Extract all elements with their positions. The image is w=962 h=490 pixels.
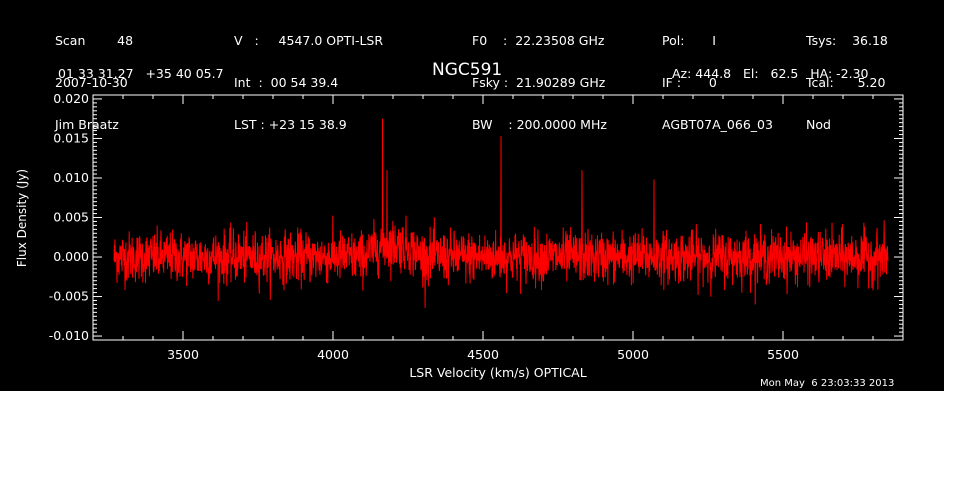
x-axis-label: LSR Velocity (km/s) OPTICAL [409, 365, 586, 380]
x-tick-label: 4000 [317, 347, 349, 362]
plot-panel: Scan 48 2007-10-30 Jim Braatz V : 4547.0… [0, 0, 944, 391]
header-velocity: V : 4547.0 OPTI-LSR [234, 33, 384, 48]
header-observer: Jim Braatz [55, 117, 119, 132]
header-azel: Az: 444.8 El: 62.5 HA: -2.30 [672, 66, 869, 81]
header-lst: LST : +23 15 38.9 [234, 117, 347, 132]
y-tick-label: -0.010 [49, 328, 89, 343]
header-col-tsys: Tsys: 36.18 Tcal: 5.20 Nod [806, 6, 888, 160]
y-tick-label: -0.005 [49, 289, 89, 304]
axes-layer: 3500 4000 4500 5000 5500 -0.010 -0.005 0.000 0.0… [49, 91, 904, 362]
y-tick-label: 0.015 [53, 130, 89, 145]
header-int: Int : 00 54 39.4 [234, 75, 339, 90]
header-col-velocity: V : 4547.0 OPTI-LSR Int : 00 54 39.4 LST… [234, 6, 383, 160]
y-tick-label: 0.000 [53, 249, 89, 264]
header-tcal: Tcal: 5.20 [806, 75, 886, 90]
header-f0: F0 : 22.23508 GHz [472, 33, 605, 48]
header-tsys: Tsys: 36.18 [806, 33, 888, 48]
y-tick-label: 0.020 [53, 91, 89, 106]
y-tick-label: 0.005 [53, 210, 89, 225]
header-bw: BW : 200.0000 MHz [472, 117, 607, 132]
header-col-scan: Scan 48 2007-10-30 Jim Braatz [55, 6, 133, 160]
chart-title: NGC591 [432, 60, 503, 80]
flux-chart: 3500 4000 4500 5000 5500 -0.010 -0.005 0.000 0.0… [15, 91, 904, 380]
timestamp: Mon May 6 23:03:33 2013 [760, 378, 895, 389]
header-if: IF : 0 [662, 75, 717, 90]
x-tick-label: 5000 [617, 347, 649, 362]
header-mode: Nod [806, 117, 831, 132]
y-tick-label: 0.010 [53, 170, 89, 185]
header-scan: Scan 48 [55, 33, 134, 48]
header-col-frequency: F0 : 22.23508 GHz Fsky : 21.90289 GHz BW… [472, 6, 607, 160]
header-date: 2007-10-30 [55, 75, 128, 90]
header-coords: 01 33 31.27 +35 40 05.7 [58, 66, 224, 81]
header-fsky: Fsky : 21.90289 GHz [472, 75, 606, 90]
spectrum-series-line [113, 118, 889, 308]
header-pol: Pol: I [662, 33, 716, 48]
header-project: AGBT07A_066_03 [662, 117, 773, 132]
spectrum-layer [113, 118, 889, 308]
header-col-pol: Pol: I IF : 0 AGBT07A_066_03 [662, 6, 773, 160]
x-tick-label: 4500 [467, 347, 499, 362]
x-tick-label: 5500 [767, 347, 799, 362]
y-axis-label: Flux Density (Jy) [15, 169, 29, 267]
plot-frame [92, 94, 904, 341]
x-tick-label: 3500 [167, 347, 199, 362]
